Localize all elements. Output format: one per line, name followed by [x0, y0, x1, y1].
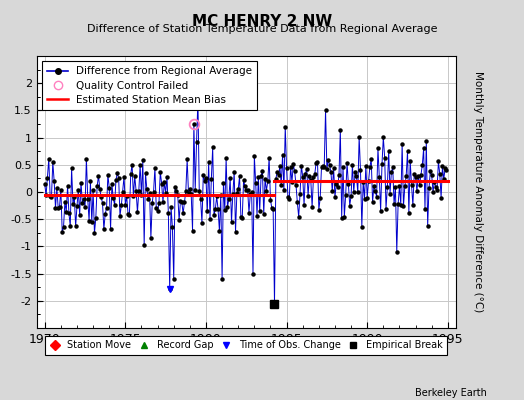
- Y-axis label: Monthly Temperature Anomaly Difference (°C): Monthly Temperature Anomaly Difference (…: [473, 71, 483, 313]
- Text: MC HENRY 2 NW: MC HENRY 2 NW: [192, 14, 332, 29]
- Text: Berkeley Earth: Berkeley Earth: [416, 388, 487, 398]
- Text: Difference of Station Temperature Data from Regional Average: Difference of Station Temperature Data f…: [87, 24, 437, 34]
- Legend: Station Move, Record Gap, Time of Obs. Change, Empirical Break: Station Move, Record Gap, Time of Obs. C…: [45, 336, 447, 355]
